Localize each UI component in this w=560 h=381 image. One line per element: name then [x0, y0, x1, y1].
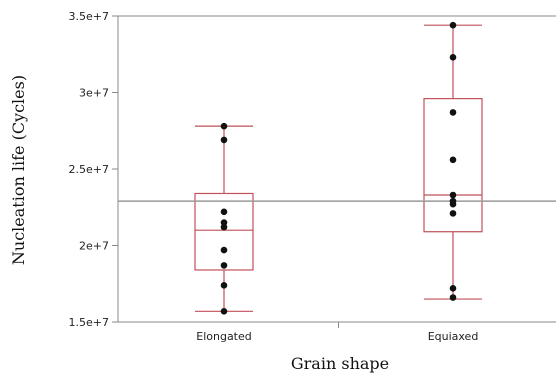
data-point — [449, 294, 457, 301]
y-tick-label: 2e+7 — [79, 240, 109, 253]
box — [423, 98, 483, 233]
x-axis-title: Grain shape — [291, 354, 389, 373]
x-tick-label: Elongated — [196, 330, 252, 343]
data-point — [220, 136, 228, 144]
data-point — [449, 210, 457, 217]
y-tick-label: 3e+7 — [79, 87, 109, 100]
data-point — [449, 54, 457, 61]
data-point — [449, 21, 457, 29]
data-point — [220, 246, 228, 254]
data-point — [449, 156, 457, 164]
data-point — [449, 109, 457, 116]
plot-area: 1.5e+7 2e+7 2.5e+7 3e+7 3.5e+7 Elongated Equia… — [69, 10, 556, 343]
data-point — [449, 191, 457, 199]
y-axis-title: Nucleation life (Cycles) — [9, 75, 28, 265]
data-point — [220, 223, 228, 231]
data-point — [220, 281, 228, 289]
data-point — [220, 208, 228, 216]
y-tick-label: 2.5e+7 — [69, 163, 109, 176]
data-point — [449, 200, 457, 208]
data-point — [220, 219, 228, 226]
box — [194, 192, 254, 271]
y-tick-label: 1.5e+7 — [69, 316, 109, 329]
data-point — [220, 122, 228, 130]
data-point — [220, 307, 228, 315]
y-tick-label: 3.5e+7 — [69, 10, 109, 23]
data-point — [449, 285, 457, 292]
data-point — [220, 262, 228, 269]
x-tick-label: Equiaxed — [428, 330, 479, 343]
